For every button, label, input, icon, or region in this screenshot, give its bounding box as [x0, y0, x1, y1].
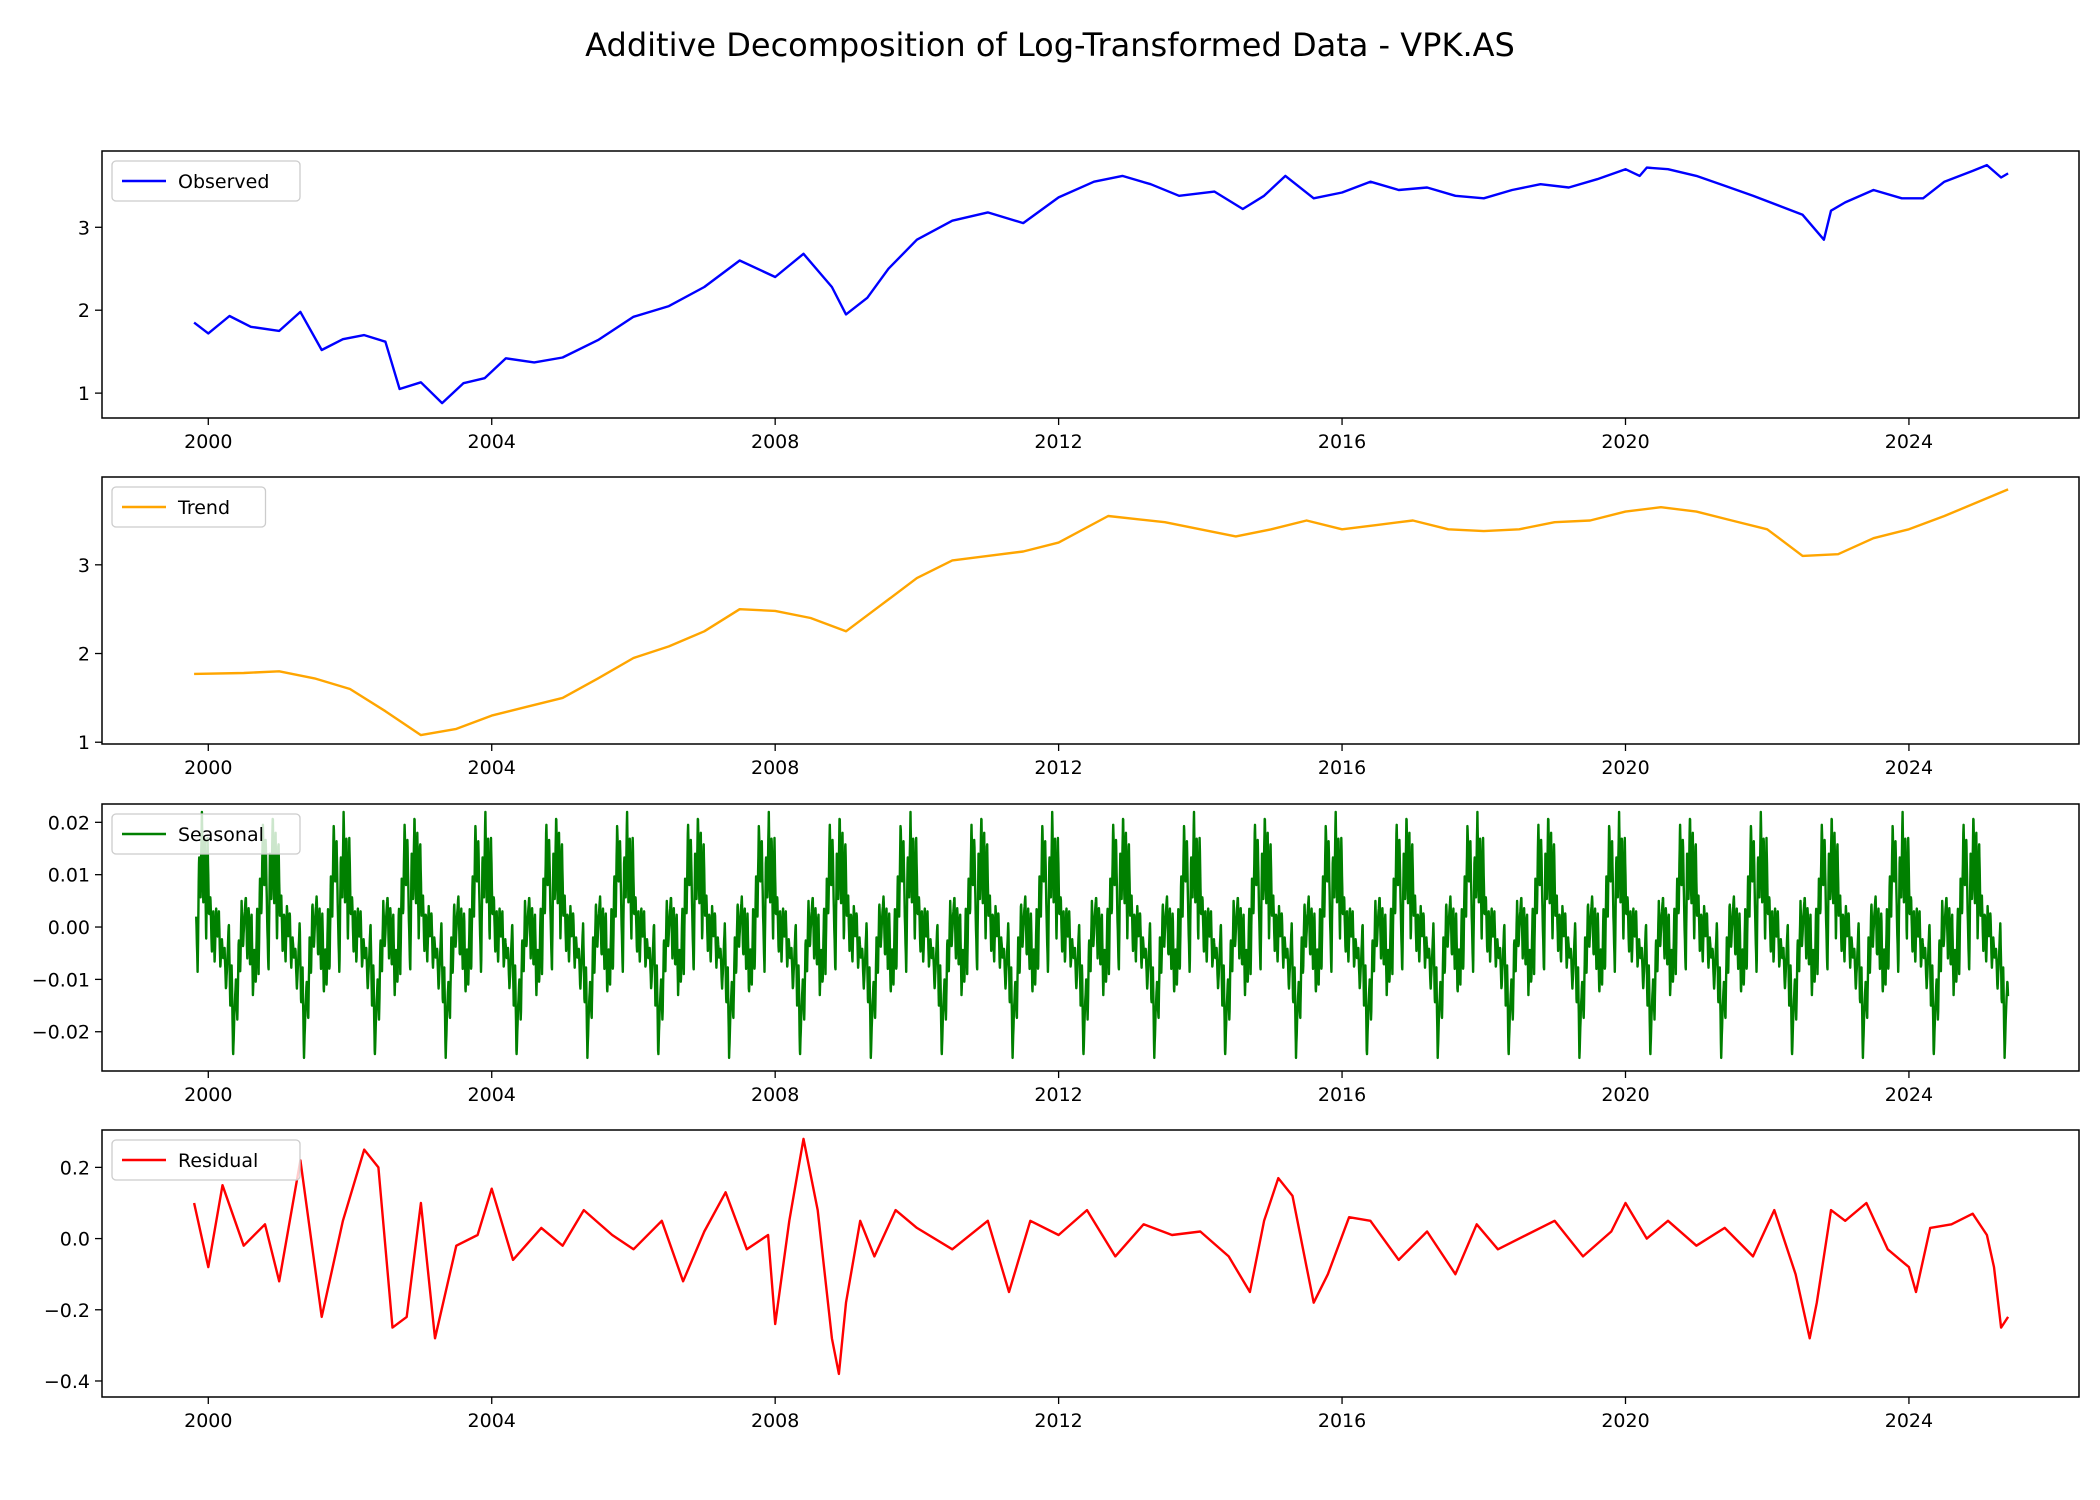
x-tick-label: 2004 — [468, 431, 516, 453]
y-tick-label: 2 — [78, 644, 90, 666]
legend: Trend — [111, 486, 267, 528]
x-tick-label: 2020 — [1601, 1410, 1649, 1432]
x-tick-label: 2020 — [1601, 1084, 1649, 1106]
legend-label: Residual — [178, 1150, 258, 1172]
trend-panel: 2000 2004 2008 2012 2016 2020 2024 1 2 3 Trend — [78, 476, 2080, 779]
legend: Observed — [111, 160, 301, 202]
y-tick-label: 2 — [78, 300, 90, 322]
y-tick-label: 1 — [78, 383, 90, 405]
x-tick-label: 2004 — [468, 757, 516, 779]
x-tick-label: 2016 — [1318, 431, 1366, 453]
axes-frame — [101, 150, 2080, 419]
x-tick-label: 2024 — [1885, 431, 1933, 453]
legend-box — [111, 813, 301, 855]
legend: Seasonal — [111, 813, 301, 855]
x-tick-label: 2012 — [1034, 1410, 1082, 1432]
y-tick-label: −0.2 — [44, 1300, 90, 1322]
axes-frame — [101, 476, 2080, 745]
x-tick-label: 2016 — [1318, 757, 1366, 779]
y-tick-label: 1 — [78, 732, 90, 754]
axes-frame — [101, 1129, 2080, 1398]
legend-label: Trend — [177, 497, 230, 519]
legend-label: Observed — [178, 171, 269, 193]
x-tick-label: 2012 — [1034, 431, 1082, 453]
x-tick-label: 2012 — [1034, 757, 1082, 779]
seasonal-panel: 2000 2004 2008 2012 2016 2020 2024 0.02 0.01 0.00… — [32, 803, 2080, 1106]
subplot-panels: 2000 2004 2008 2012 2016 2020 2024123Observed2… — [32, 150, 2080, 1432]
x-tick-label: 2024 — [1885, 1410, 1933, 1432]
y-tick-label: 3 — [78, 555, 90, 577]
observed-series-line — [193, 163, 2009, 405]
x-tick-label: 2008 — [751, 757, 799, 779]
y-tick-label: −0.4 — [44, 1371, 90, 1393]
x-tick-label: 2008 — [751, 431, 799, 453]
x-tick-label: 2004 — [468, 1084, 516, 1106]
y-tick-label: 0.0 — [60, 1229, 90, 1251]
x-tick-label: 2020 — [1601, 431, 1649, 453]
y-tick-label: 0.2 — [60, 1157, 90, 1179]
seasonal-series-line — [195, 810, 2010, 1060]
y-tick-label: −0.01 — [32, 969, 90, 991]
trend-series-line — [194, 488, 2009, 737]
y-tick-label: 0.02 — [48, 812, 90, 834]
axes-frame — [101, 803, 2080, 1072]
residual-series-line — [192, 1137, 2010, 1376]
x-tick-label: 2008 — [751, 1410, 799, 1432]
y-tick-label: 0.00 — [48, 917, 90, 939]
x-tick-label: 2008 — [751, 1084, 799, 1106]
x-tick-label: 2020 — [1601, 757, 1649, 779]
x-tick-label: 2004 — [468, 1410, 516, 1432]
x-tick-label: 2024 — [1885, 1084, 1933, 1106]
x-tick-label: 2016 — [1318, 1410, 1366, 1432]
x-tick-label: 2012 — [1034, 1084, 1082, 1106]
x-tick-label: 2024 — [1885, 757, 1933, 779]
x-tick-label: 2000 — [184, 1410, 232, 1432]
legend-box — [111, 1139, 301, 1181]
y-tick-label: 0.01 — [48, 865, 90, 887]
legend-label: Seasonal — [178, 824, 264, 846]
legend: Residual — [111, 1139, 301, 1181]
x-tick-label: 2016 — [1318, 1084, 1366, 1106]
x-tick-label: 2000 — [184, 1084, 232, 1106]
y-tick-label: 3 — [78, 217, 90, 239]
figure-title: Additive Decomposition of Log-Transforme… — [585, 26, 1515, 64]
y-tick-label: −0.02 — [32, 1022, 90, 1044]
observed-panel: 2000 2004 2008 2012 2016 2020 2024 1 2 3 Observed — [78, 150, 2080, 453]
x-tick-label: 2000 — [184, 757, 232, 779]
residual-panel: 2000 2004 2008 2012 2016 2020 2024 0.2 0.0 −0.2 −0… — [44, 1129, 2080, 1432]
legend-box — [111, 486, 267, 528]
x-tick-label: 2000 — [184, 431, 232, 453]
legend-box — [111, 160, 301, 202]
